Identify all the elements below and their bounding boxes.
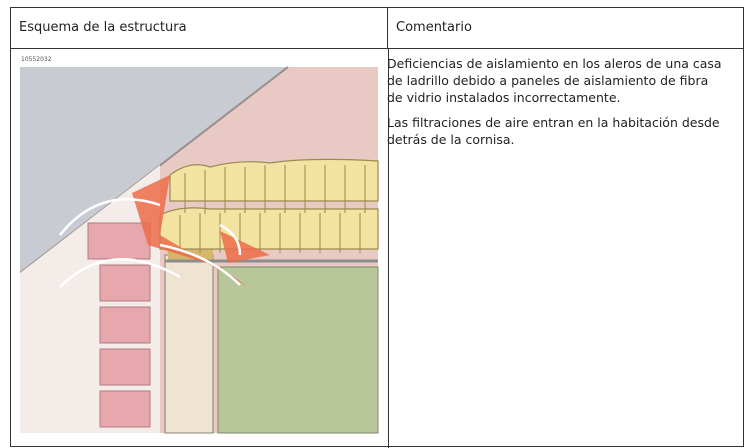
comment-cell: Deficiencias de aislamiento en los alero… xyxy=(387,55,727,156)
page: Esquema de la estructura Comentario 1055… xyxy=(10,7,744,448)
illustration xyxy=(20,66,379,434)
figure-code: 10552032 xyxy=(21,56,52,63)
comment-paragraph: Las filtraciones de aire entran en la ha… xyxy=(387,115,720,147)
comment-paragraph: Deficiencias de aislamiento en los alero… xyxy=(387,56,722,105)
row-divider xyxy=(11,48,743,49)
header-cell: Comentario xyxy=(396,20,472,35)
column-divider xyxy=(388,48,389,448)
header-cell: Esquema de la estructura xyxy=(11,8,388,48)
